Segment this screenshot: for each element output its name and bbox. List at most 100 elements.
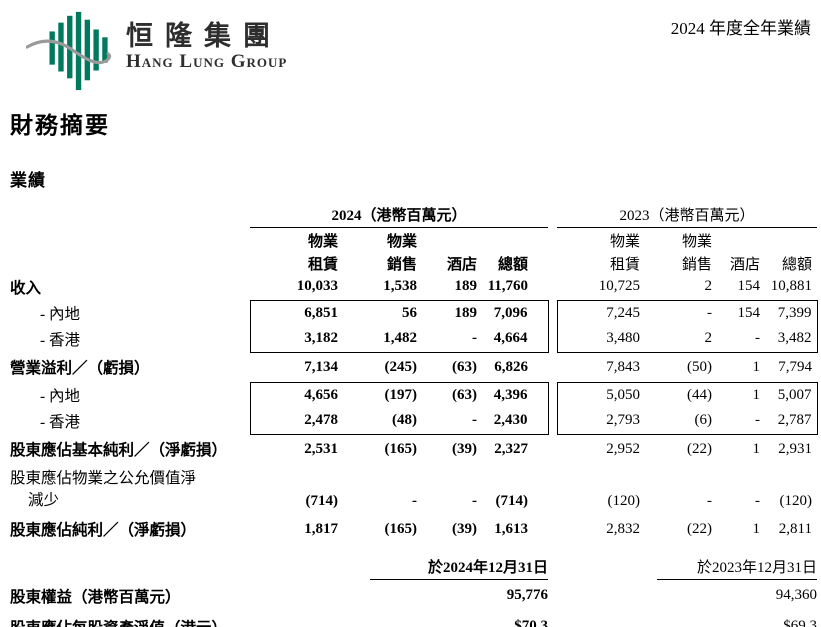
col-header: 物業 [609,234,640,250]
table-row: 股東權益（港幣百萬元） 95,776 94,360 [10,580,817,611]
value-cell: (63) [452,358,477,375]
value-cell: (165) [384,440,418,457]
col-header: 酒店 [729,257,760,273]
value-cell: 2,787 [760,408,818,435]
col-header: 物業 [386,234,417,250]
value-cell: 2 [704,278,713,295]
group-header-2023: 2023（港幣百萬元） [557,204,817,228]
value-cell: - [707,493,712,509]
value-cell: 95,776 [506,587,548,603]
value-cell: $69.3 [783,618,817,627]
value-cell: - [755,493,760,509]
value-cell: - [412,493,417,509]
table-row: - 香港 3,182 1,482 - 4,664 3,480 2 - 3,482 [10,326,818,353]
value-cell: 4,664 [477,326,549,353]
value-cell: (22) [687,520,712,537]
value-cell: 1 [752,520,761,537]
value-cell: 4,396 [477,381,549,408]
table-row: 營業溢利／（虧損） 7,134 (245) (63) 6,826 7,843 (… [10,352,817,382]
results-period-label: 2024 年度全年業績 [670,19,811,38]
value-cell: (39) [452,440,477,457]
value-cell: 5,007 [760,381,818,408]
value-cell: 2,478 [249,408,338,435]
table-row: 收入 10,033 1,538 189 11,760 10,725 2 154 … [10,274,817,300]
page-header: 恒隆集團 Hang Lung Group 2024 年度全年業績 [0,0,821,92]
value-cell: 2 [640,326,712,353]
col-header: 物業 [681,234,712,250]
value-cell: 1 [752,358,761,375]
value-cell: 7,096 [477,299,549,326]
row-label: 股東權益（港幣百萬元） [10,588,181,606]
value-cell: (50) [687,358,712,375]
hang-lung-logo-icon [26,11,111,91]
value-cell: 2,327 [494,440,528,457]
row-label: - 香港 [40,332,81,349]
col-header: 銷售 [386,257,417,273]
table-row: - 香港 2,478 (48) - 2,430 2,793 (6) - 2,78… [10,408,818,435]
value-cell: (245) [384,358,418,375]
page-title: 財務摘要 [10,113,110,138]
logo-text: 恒隆集團 Hang Lung Group [126,8,287,72]
value-cell: (63) [417,381,477,408]
value-cell: 1 [712,381,760,408]
as-at-date-row: 於2024年12月31日 於2023年12月31日 [10,556,817,580]
value-cell: - [472,493,477,509]
value-cell: (165) [384,520,418,537]
col-header: 總額 [497,257,528,273]
value-cell: (197) [338,381,417,408]
value-cell: 1,613 [494,520,528,537]
value-cell: 6,826 [494,358,528,375]
value-cell: 1,538 [383,278,417,295]
section-title: 業績 [10,171,46,190]
value-cell: 1,817 [304,520,338,537]
value-cell: 11,760 [487,278,528,295]
value-cell: 7,245 [556,299,640,326]
table-row: 股東應佔物業之公允價值淨 減少 (714) - - (714) (120) - … [10,464,817,514]
table-subheader-row: 租賃 銷售 酒店 總額 租賃 銷售 酒店 總額 [10,251,817,274]
value-cell: (120) [607,493,641,509]
value-cell: 2,793 [556,408,640,435]
table-subheader-row: 物業 物業 物業 物業 [10,228,817,252]
value-cell: 56 [338,299,417,326]
col-header: 物業 [307,234,338,250]
value-cell: - [417,326,477,353]
value-cell: - [640,299,712,326]
value-cell: 1 [752,440,761,457]
value-cell: 189 [417,299,477,326]
value-cell: (714) [495,493,529,509]
value-cell: 2,931 [778,440,812,457]
value-cell: 2,430 [477,408,549,435]
value-cell: 2,531 [304,440,338,457]
logo-bars [49,11,108,91]
group-header-2024: 2024（港幣百萬元） [250,204,548,228]
value-cell: 6,851 [249,299,338,326]
value-cell: - [417,408,477,435]
as-at-date-2023: 於2023年12月31日 [656,556,817,580]
value-cell: 3,480 [556,326,640,353]
table-row: 股東應佔基本純利／（淨虧損） 2,531 (165) (39) 2,327 2,… [10,434,817,464]
value-cell: 2,811 [778,520,812,537]
row-label: 收入 [10,280,42,297]
value-cell: 2,952 [606,440,640,457]
logo-chinese-name: 恒隆集團 [126,21,282,51]
value-cell: 10,033 [296,278,338,295]
col-header: 酒店 [446,257,477,273]
as-at-date-2024: 於2024年12月31日 [369,556,548,580]
position-table: 於2024年12月31日 於2023年12月31日 股東權益（港幣百萬元） 95… [10,556,817,627]
row-label: 股東應佔物業之公允價值淨 減少 [10,464,250,514]
table-group-header-row: 2024（港幣百萬元） 2023（港幣百萬元） [10,204,817,228]
row-label: - 內地 [40,306,81,323]
row-label-line2: 減少 [28,492,60,509]
results-table: 2024（港幣百萬元） 2023（港幣百萬元） 物業 物業 物業 物業 租賃 銷… [10,204,818,544]
value-cell: 4,656 [249,381,338,408]
row-label: 股東應佔每股資產淨值（港元） [10,611,250,627]
value-cell: 154 [712,299,760,326]
value-cell: 154 [737,278,761,295]
value-cell: - [712,408,760,435]
value-cell: $70.3 [514,618,548,627]
value-cell: 7,794 [778,358,812,375]
hang-lung-logo: 恒隆集團 Hang Lung Group [26,8,287,92]
value-cell: 10,881 [770,278,812,295]
value-cell: 10,725 [598,278,640,295]
